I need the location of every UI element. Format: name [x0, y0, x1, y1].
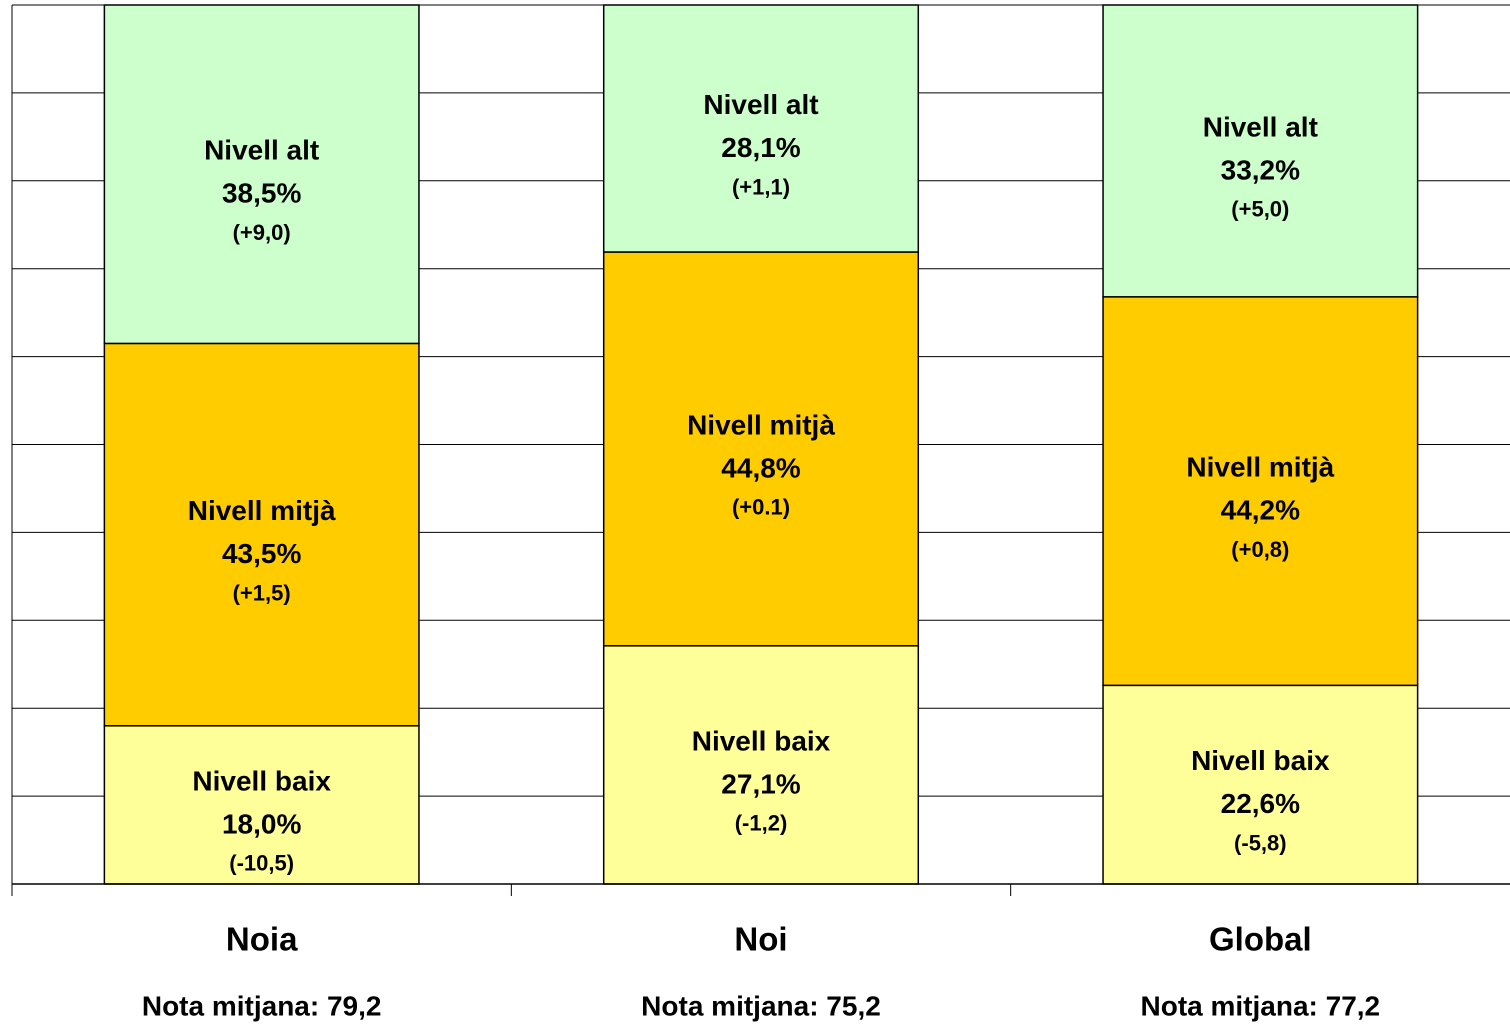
value-label: 33,2%	[1221, 154, 1300, 185]
change-label: (+0,8)	[1231, 537, 1289, 562]
segment-name: Nivell mitjà	[1186, 451, 1334, 482]
value-label: 38,5%	[222, 178, 301, 209]
segment-name: Nivell mitjà	[687, 409, 835, 440]
value-label: 44,8%	[721, 452, 800, 483]
change-label: (-5,8)	[1234, 830, 1287, 855]
segment-name: Nivell alt	[1203, 111, 1318, 142]
change-label: (+5,0)	[1231, 197, 1289, 222]
category-note: Nota mitjana: 79,2	[142, 990, 382, 1021]
change-label: (+9,0)	[233, 220, 291, 245]
segment-name: Nivell baix	[692, 725, 831, 756]
category-note: Nota mitjana: 77,2	[1141, 990, 1381, 1021]
value-label: 44,2%	[1221, 494, 1300, 525]
value-label: 28,1%	[721, 132, 800, 163]
segment-name: Nivell baix	[1191, 745, 1330, 776]
bar-segment	[602, 645, 920, 885]
change-label: (+1,5)	[233, 580, 291, 605]
change-label: (+0.1)	[732, 495, 790, 520]
value-label: 18,0%	[222, 808, 301, 839]
x-tick-label: Noia	[226, 921, 298, 958]
segment-name: Nivell alt	[703, 89, 818, 120]
bar-segment	[1102, 296, 1419, 687]
value-label: 27,1%	[721, 768, 800, 799]
bar-segment	[1102, 4, 1419, 298]
bar-segment	[602, 4, 920, 253]
category-note: Nota mitjana: 75,2	[641, 990, 881, 1021]
bar-segment	[1102, 684, 1419, 885]
x-tick-label: Noi	[734, 921, 787, 958]
segment-name: Nivell baix	[192, 765, 331, 796]
segment-name: Nivell mitjà	[188, 495, 336, 526]
bar-segment	[103, 725, 420, 885]
x-tick-label: Global	[1209, 921, 1312, 958]
value-label: 43,5%	[222, 538, 301, 569]
bar-segment	[103, 342, 420, 727]
bar-segment	[602, 251, 920, 647]
value-label: 22,6%	[1221, 788, 1300, 819]
change-label: (+1,1)	[732, 174, 790, 199]
bar-segment	[103, 4, 420, 345]
change-label: (-1,2)	[735, 811, 788, 836]
segment-name: Nivell alt	[204, 135, 319, 166]
change-label: (-10,5)	[229, 851, 294, 876]
